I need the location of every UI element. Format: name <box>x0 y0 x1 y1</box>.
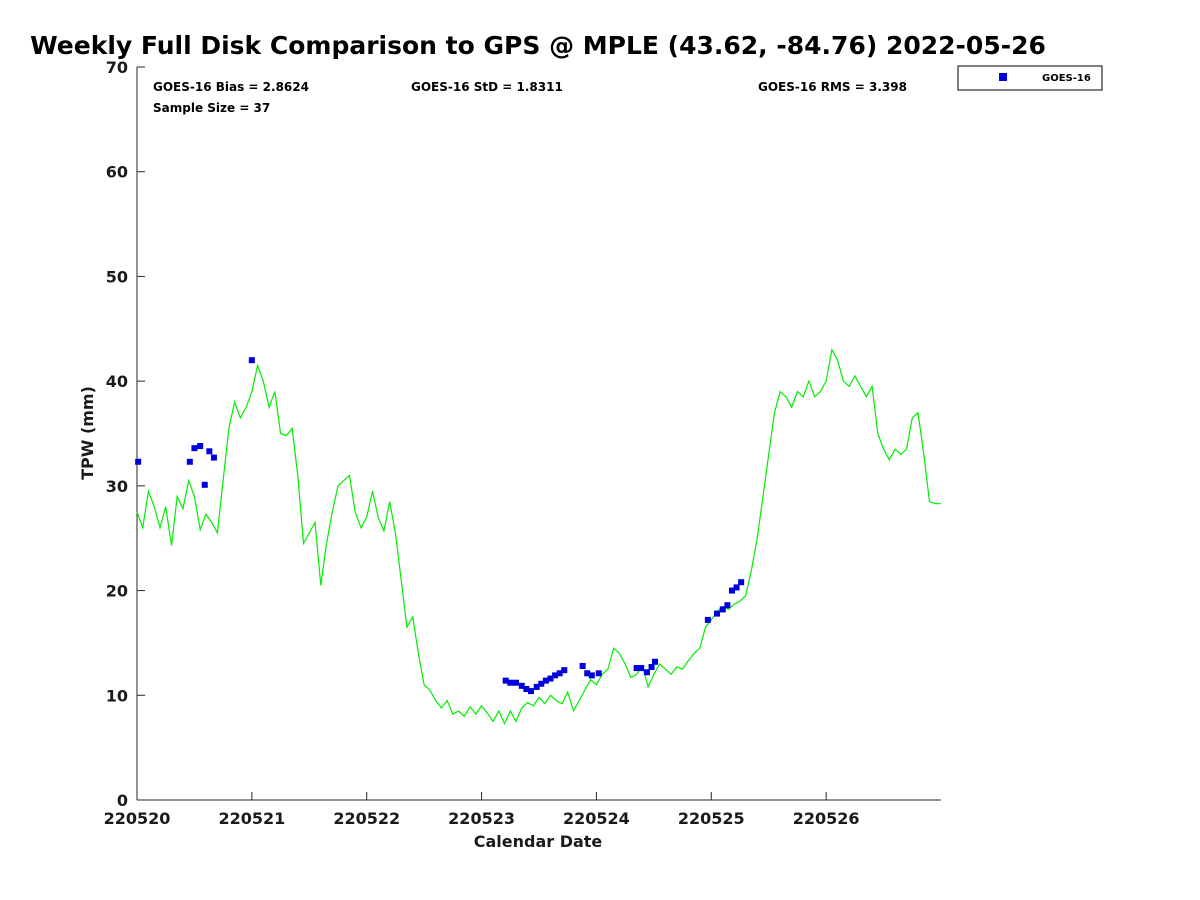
goes-point <box>724 602 731 609</box>
x-tick-label: 220522 <box>333 809 400 828</box>
y-tick-label: 70 <box>106 58 128 77</box>
x-tick-label: 220520 <box>104 809 171 828</box>
chart-title: Weekly Full Disk Comparison to GPS @ MPL… <box>30 31 1046 60</box>
bias-stat: GOES-16 Bias = 2.8624 <box>153 80 309 94</box>
goes-point <box>206 448 213 455</box>
goes-point <box>633 665 640 672</box>
x-tick-label: 220524 <box>563 809 630 828</box>
x-axis-label: Calendar Date <box>474 832 603 851</box>
goes-point <box>542 677 549 684</box>
y-tick-label: 60 <box>106 163 128 182</box>
goes-point <box>719 606 726 613</box>
goes-point <box>210 454 217 461</box>
goes-point <box>738 579 745 586</box>
goes-point <box>502 677 509 684</box>
x-tick-label: 220523 <box>448 809 515 828</box>
y-tick-label: 30 <box>106 477 128 496</box>
goes-point <box>648 664 655 671</box>
legend-marker <box>999 73 1007 81</box>
goes-point <box>728 587 735 594</box>
std-stat: GOES-16 StD = 1.8311 <box>411 80 563 94</box>
goes-point <box>556 670 563 677</box>
goes-point <box>186 458 193 465</box>
goes-point <box>733 584 740 591</box>
goes-point <box>538 680 545 687</box>
legend-box <box>957 65 1103 91</box>
goes-point <box>201 481 208 488</box>
goes-point <box>507 679 514 686</box>
goes-point <box>513 679 520 686</box>
sample-size-stat: Sample Size = 37 <box>153 101 270 115</box>
goes-point <box>523 686 530 693</box>
goes-point <box>652 658 659 665</box>
goes-point <box>588 672 595 679</box>
goes-point <box>704 616 711 623</box>
goes-point <box>579 662 586 669</box>
goes-point <box>533 683 540 690</box>
goes-point <box>248 357 255 364</box>
x-tick-label: 220521 <box>218 809 285 828</box>
y-tick-label: 50 <box>106 267 128 286</box>
gps-line <box>136 347 941 726</box>
tick-labels: 0 10 20 30 40 50 60 70 220520 220521 220522 220523 2… <box>104 58 860 828</box>
goes-series <box>135 357 745 695</box>
rms-stat: GOES-16 RMS = 3.398 <box>758 80 907 94</box>
goes-point <box>714 610 721 617</box>
goes-point <box>197 443 204 450</box>
goes-point <box>191 445 198 452</box>
y-axis-label: TPW (mm) <box>78 386 97 480</box>
goes-point <box>584 670 591 677</box>
goes-point <box>638 665 645 672</box>
gps-series <box>136 347 941 726</box>
x-tick-label: 220525 <box>678 809 745 828</box>
y-tick-label: 0 <box>117 791 128 810</box>
goes-point <box>547 675 554 682</box>
legend-label: GOES-16 <box>1042 73 1091 84</box>
goes-point <box>135 458 142 465</box>
goes-point <box>561 667 568 674</box>
y-tick-label: 20 <box>106 582 128 601</box>
legend: GOES-16 <box>957 65 1103 91</box>
goes-point <box>643 669 650 676</box>
goes-point <box>552 672 559 679</box>
y-tick-label: 40 <box>106 372 128 391</box>
goes-point <box>595 670 602 677</box>
y-tick-label: 10 <box>106 686 128 705</box>
axes <box>136 66 941 801</box>
goes-point <box>527 688 534 695</box>
x-tick-label: 220526 <box>793 809 860 828</box>
goes-point <box>518 682 525 689</box>
